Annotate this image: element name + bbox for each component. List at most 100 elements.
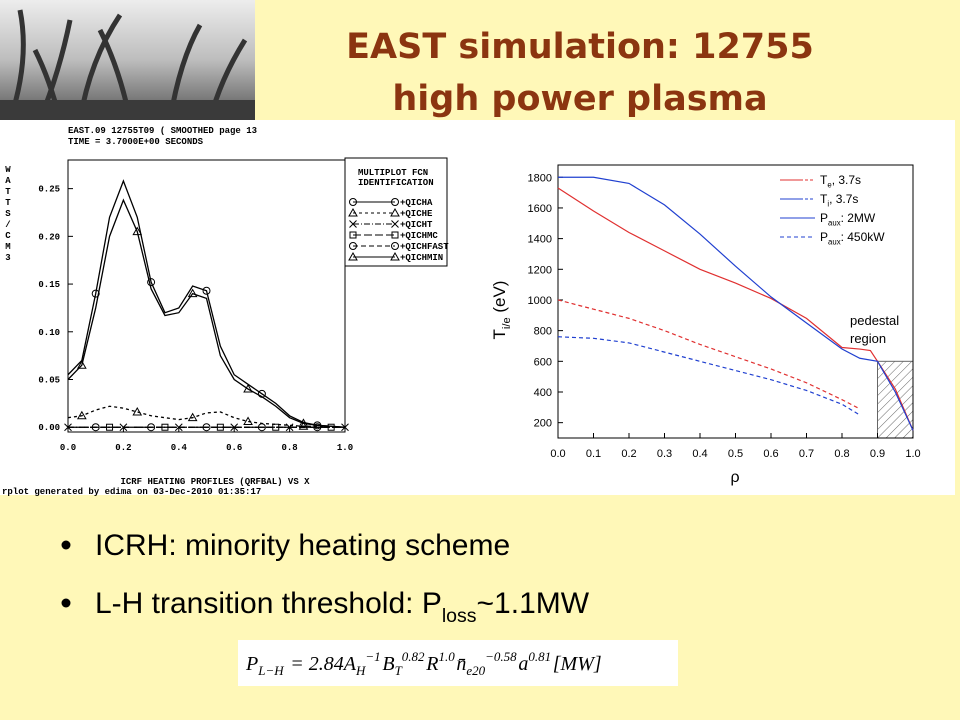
x-tick-label: 0.2 (115, 443, 131, 453)
legend-title: IDENTIFICATION (358, 178, 434, 188)
x-tick-label: 0.1 (586, 448, 601, 460)
y-tick-label: 0.05 (38, 376, 60, 386)
marker (132, 226, 143, 236)
y-axis-label: A (5, 176, 11, 186)
marker (348, 251, 358, 261)
formula-sup: 0.81 (528, 649, 551, 664)
formula-sub: e20 (466, 663, 485, 678)
marker (313, 423, 322, 432)
y-axis-label: W (5, 165, 11, 175)
pedestal-region (877, 360, 914, 439)
marker (391, 220, 399, 228)
marker (391, 231, 399, 239)
data-line (67, 405, 345, 428)
bullets: ICRH: minority heating scheme L-H transit… (61, 529, 602, 678)
text-base: P (820, 230, 828, 244)
text-rest: : 450kW (841, 230, 886, 244)
formula-sub: H (355, 663, 366, 678)
y-axis-label: M (5, 242, 10, 252)
legend-label: +QICHE (400, 209, 433, 219)
marker (91, 423, 100, 432)
formula-box (238, 640, 678, 686)
text-base: T (820, 173, 828, 187)
y-axis-label: 3 (5, 253, 10, 263)
x-tick-label: 0.5 (728, 448, 743, 460)
x-tick-label: 1.0 (905, 448, 920, 460)
data-line (67, 198, 346, 428)
formula-base: R (425, 653, 438, 675)
marker (202, 423, 211, 432)
chart-right: pedestal region 200 400 600 800 1000 1200 1400 16… (490, 164, 921, 486)
marker (349, 220, 357, 228)
y-tick-label: 200 (534, 418, 552, 430)
x-tick-label: 0.7 (799, 448, 814, 460)
chart-left: EAST.09 12755T09 ( SMOOTHED page 13TIME … (2, 126, 449, 497)
chart-header: TIME = 3.7000E+00 SECONDS (68, 137, 204, 147)
legend-box (344, 157, 448, 267)
data-line (67, 179, 346, 428)
marker (147, 278, 156, 287)
text-base: T (490, 329, 509, 339)
rich-text: ICRH: minority heating scheme (95, 529, 510, 562)
figure-panel (0, 120, 955, 495)
marker (349, 242, 357, 250)
marker (202, 286, 211, 295)
rich-text: Ti, 3.7s (820, 192, 858, 209)
formula-sup: 0.82 (402, 649, 425, 664)
marker (298, 418, 309, 427)
data-line (557, 336, 861, 416)
x-tick-label: 0.6 (763, 448, 778, 460)
data-line (558, 176, 914, 431)
text-rest: ~1.1MW (477, 587, 590, 620)
subscript: aux (828, 219, 841, 228)
subscript: i (827, 200, 829, 209)
y-tick-label: 0.25 (38, 185, 60, 195)
text-base: ICRH: minority heating scheme (95, 529, 510, 562)
marker (187, 412, 198, 422)
marker (349, 198, 357, 206)
x-tick-label: 0.4 (171, 443, 188, 453)
marker (390, 251, 400, 261)
marker (147, 423, 156, 432)
rich-text: Ti/e (eV) (490, 281, 513, 340)
x-tick-label: 0.2 (621, 448, 636, 460)
x-tick-label: 0.0 (550, 448, 565, 460)
y-tick-label: 1400 (528, 234, 552, 246)
marker (187, 288, 198, 298)
slide-title: EAST simulation: 12755 (346, 27, 814, 67)
subscript: i/e (501, 317, 513, 329)
marker (257, 423, 266, 432)
rich-text: Paux: 2MW (820, 211, 876, 228)
marker (76, 410, 87, 420)
rich-text: Te, 3.7s (820, 173, 861, 190)
marker (243, 416, 253, 426)
plot-frame (67, 159, 346, 433)
formula-sub: L−H (257, 663, 284, 678)
marker (132, 406, 143, 416)
rich-text: L-H transition threshold: Ploss~1.1MW (95, 587, 590, 627)
y-tick-label: 0.20 (38, 232, 60, 242)
y-tick-label: 1200 (528, 264, 552, 276)
marker (349, 231, 357, 239)
legend-title: MULTIPLOT FCN (358, 168, 428, 178)
legend-label: +QICHFAST (400, 242, 449, 252)
formula-base: n̄ (456, 653, 466, 675)
formula-sup: −1 (365, 649, 380, 664)
marker (391, 242, 399, 250)
y-tick-label: 600 (534, 356, 552, 368)
formula-sup: −0.58 (485, 649, 517, 664)
marker (243, 384, 253, 393)
bullet-dot (61, 598, 71, 608)
y-axis-label: T (5, 187, 11, 197)
formula-sub: T (395, 663, 403, 678)
annotation: pedestal (850, 313, 899, 328)
chart-header: EAST.09 12755T09 ( SMOOTHED page 13 (68, 126, 257, 136)
legend-label: +QICHA (400, 198, 433, 208)
y-tick-label: 0.10 (38, 328, 60, 338)
marker (76, 360, 87, 369)
formula-base: B (382, 653, 394, 675)
x-tick-label: 0.8 (834, 448, 849, 460)
y-tick-label: 0.15 (38, 280, 60, 290)
y-tick-label: 1600 (528, 203, 552, 215)
